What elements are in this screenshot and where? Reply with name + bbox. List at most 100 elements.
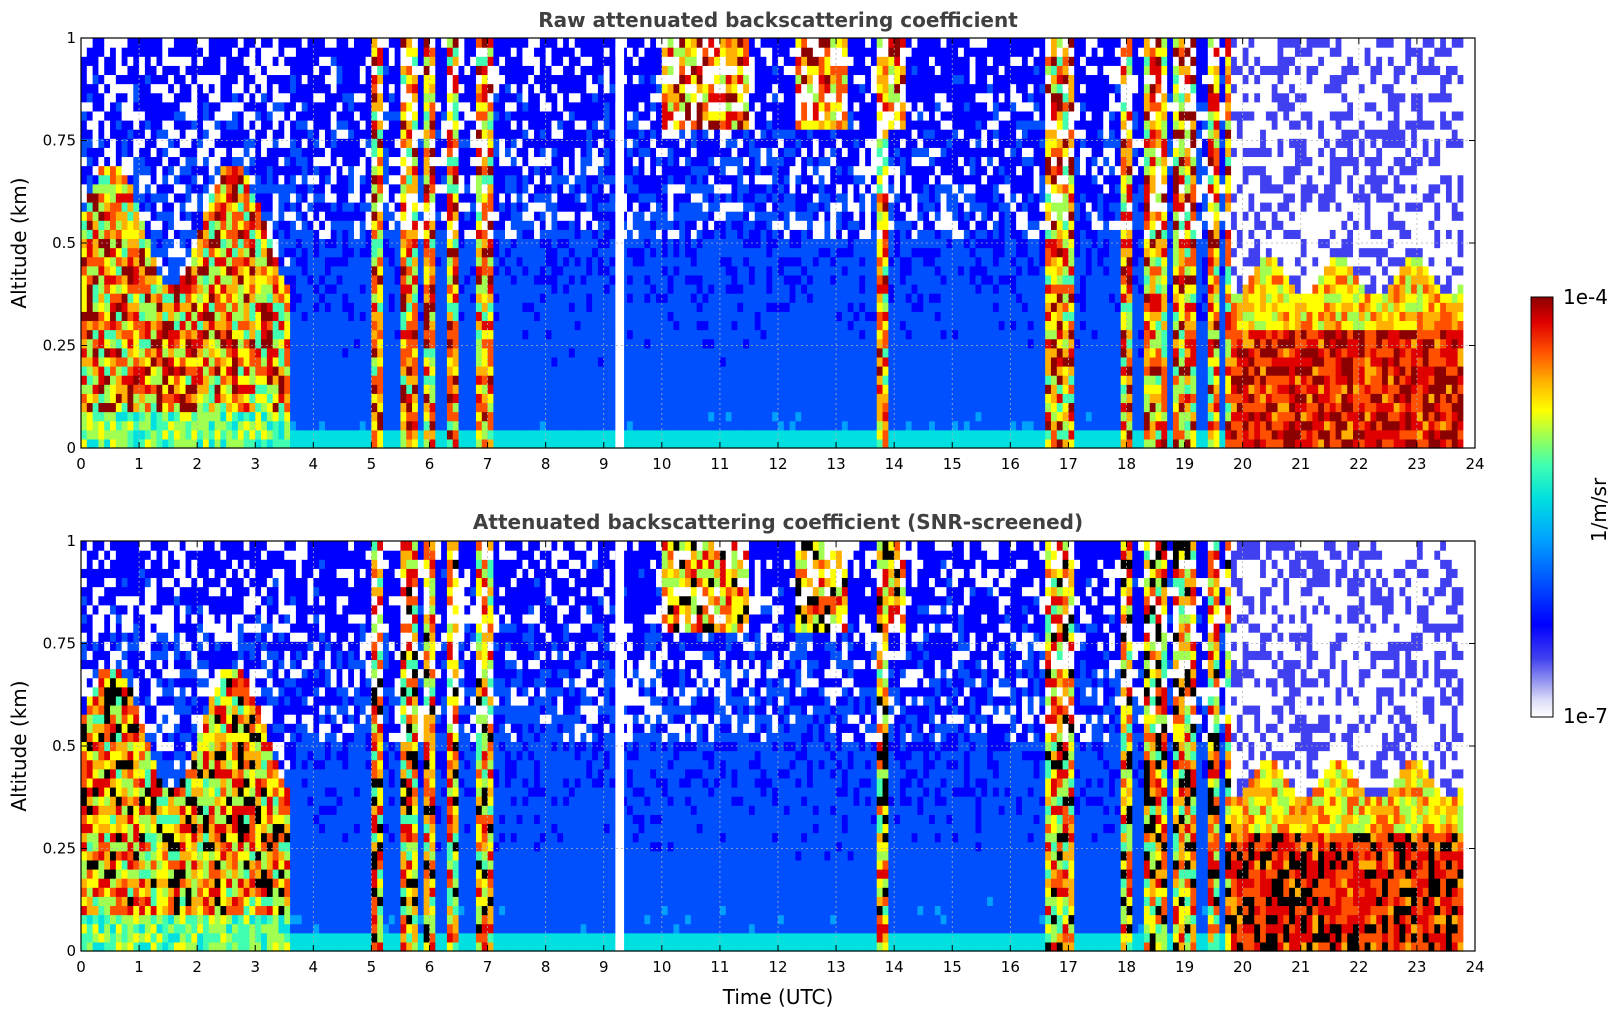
heatmap-cell [696, 265, 704, 276]
heatmap-cell [133, 165, 140, 176]
heatmap-cell [191, 220, 198, 230]
heatmap-cell [330, 247, 338, 258]
heatmap-cell [133, 256, 140, 267]
heatmap-cell [255, 411, 262, 422]
heatmap-cell [202, 429, 210, 440]
heatmap-cell [173, 120, 181, 130]
heatmap-cell [574, 74, 582, 85]
heatmap-cell [115, 302, 123, 312]
heatmap-cell [592, 56, 599, 66]
heatmap-cell [290, 192, 297, 203]
heatmap-cell [191, 211, 198, 221]
heatmap-cell [435, 83, 442, 94]
heatmap-cell [458, 329, 465, 340]
heatmap-cell [708, 438, 715, 449]
heatmap-cell [220, 366, 227, 376]
heatmap-cell [470, 65, 477, 76]
heatmap-cell [539, 202, 547, 212]
heatmap-cell [173, 220, 181, 230]
heatmap-cell [679, 429, 686, 440]
heatmap-cell [528, 293, 535, 303]
heatmap-cell [261, 393, 268, 404]
heatmap-cell [307, 202, 314, 212]
heatmap-cell [423, 329, 431, 340]
heatmap-cell [301, 120, 309, 130]
heatmap-cell [191, 174, 198, 185]
heatmap-cell [551, 393, 558, 404]
heatmap-cell [214, 156, 221, 167]
heatmap-cell [632, 47, 640, 57]
heatmap-cell [353, 229, 361, 240]
heatmap-cell [168, 420, 175, 431]
heatmap-cell [568, 38, 576, 48]
heatmap-cell [330, 375, 338, 385]
heatmap-cell [168, 356, 175, 367]
heatmap-cell [551, 65, 558, 76]
heatmap-cell [168, 38, 175, 48]
heatmap-cell [330, 393, 338, 404]
heatmap-cell [441, 174, 448, 185]
heatmap-cell [603, 356, 611, 367]
heatmap-cell [493, 120, 500, 130]
heatmap-cell [609, 101, 616, 112]
heatmap-cell [586, 65, 593, 76]
heatmap-cell [510, 384, 518, 394]
heatmap-cell [417, 302, 425, 312]
heatmap-cell [499, 138, 506, 148]
heatmap-cell [446, 347, 454, 358]
heatmap-cell [237, 74, 245, 85]
heatmap-cell [580, 411, 587, 422]
heatmap-cell [127, 438, 134, 449]
heatmap-cell [493, 211, 500, 221]
heatmap-cell [690, 438, 698, 449]
heatmap-cell [295, 229, 303, 240]
heatmap-cell [290, 411, 297, 422]
panel-raw-title: Raw attenuated backscattering coefficien… [538, 8, 1018, 32]
heatmap-cell [168, 74, 175, 85]
heatmap-cell [446, 174, 454, 185]
heatmap-cell [522, 393, 529, 404]
heatmap-cell [644, 265, 651, 276]
heatmap-cell [150, 183, 158, 194]
heatmap-cell [667, 375, 675, 385]
heatmap-cell [441, 302, 448, 312]
heatmap-cell [708, 211, 715, 221]
heatmap-cell [592, 329, 599, 340]
heatmap-cell [452, 384, 460, 394]
heatmap-cell [249, 220, 256, 230]
heatmap-cell [266, 65, 274, 76]
heatmap-cell [528, 165, 535, 176]
heatmap-cell [92, 129, 100, 139]
heatmap-cell [719, 129, 727, 139]
heatmap-cell [255, 284, 262, 294]
heatmap-cell [592, 402, 599, 413]
heatmap-cell [719, 83, 727, 94]
heatmap-cell [278, 220, 285, 230]
heatmap-cell [127, 329, 134, 340]
heatmap-cell [388, 329, 396, 340]
heatmap-cell [179, 320, 187, 331]
heatmap-cell [290, 74, 297, 85]
heatmap-cell [441, 220, 448, 230]
heatmap-cell [394, 247, 402, 258]
heatmap-cell [603, 56, 611, 66]
heatmap-cell [510, 247, 518, 258]
heatmap-cell [139, 65, 146, 76]
heatmap-cell [330, 438, 338, 449]
heatmap-cell [353, 274, 361, 285]
heatmap-cell [261, 165, 268, 176]
heatmap-cell [86, 411, 94, 422]
heatmap-cell [139, 320, 146, 331]
heatmap-cell [400, 165, 407, 176]
heatmap-cell [301, 92, 309, 103]
heatmap-cell [342, 366, 349, 376]
heatmap-cell [336, 101, 343, 112]
heatmap-cell [685, 74, 692, 85]
heatmap-cell [249, 284, 256, 294]
heatmap-cell [481, 83, 489, 94]
heatmap-cell [551, 302, 558, 312]
heatmap-cell [121, 375, 129, 385]
heatmap-cell [394, 274, 402, 285]
heatmap-cell [423, 402, 431, 413]
heatmap-cell [208, 174, 216, 185]
